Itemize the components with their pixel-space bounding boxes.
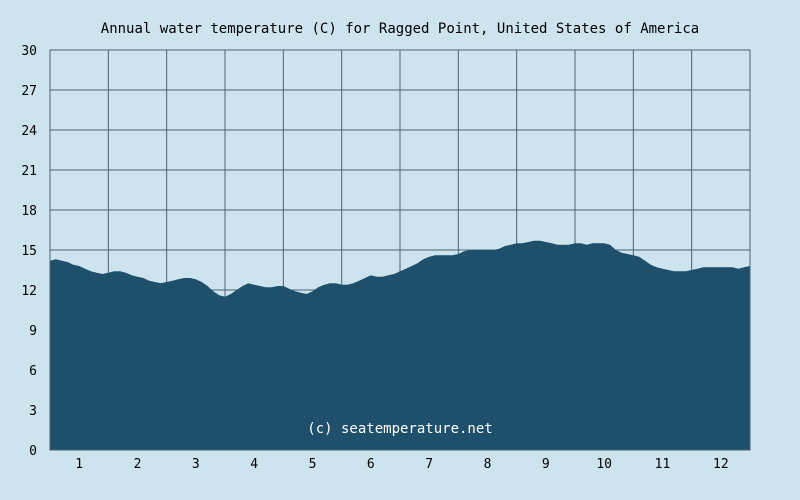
x-tick-label: 8 [484, 457, 492, 472]
y-axis: 0 3 6 9 12 15 18 21 24 27 30 [21, 44, 37, 459]
y-tick-label: 3 [29, 404, 37, 419]
x-tick-label: 3 [192, 457, 200, 472]
x-tick-label: 11 [655, 457, 671, 472]
y-tick-label: 30 [21, 44, 37, 59]
x-tick-label: 12 [713, 457, 729, 472]
y-tick-label: 18 [21, 204, 37, 219]
watermark: (c) seatemperature.net [307, 421, 492, 437]
y-tick-label: 12 [21, 284, 37, 299]
y-tick-label: 6 [29, 364, 37, 379]
temperature-area [50, 240, 750, 450]
x-tick-label: 5 [309, 457, 317, 472]
x-tick-label: 6 [367, 457, 375, 472]
y-tick-label: 15 [21, 244, 37, 259]
x-tick-label: 9 [542, 457, 550, 472]
x-tick-label: 7 [425, 457, 433, 472]
x-axis: 1 2 3 4 5 6 7 8 9 10 11 12 [75, 457, 728, 472]
y-tick-label: 27 [21, 84, 37, 99]
y-tick-label: 24 [21, 124, 37, 139]
x-tick-label: 4 [250, 457, 258, 472]
y-tick-label: 21 [21, 164, 37, 179]
x-tick-label: 10 [596, 457, 612, 472]
x-tick-label: 2 [134, 457, 142, 472]
plot-border [49, 49, 751, 451]
x-tick-label: 1 [75, 457, 83, 472]
y-tick-label: 0 [29, 444, 37, 459]
chart-title: Annual water temperature (C) for Ragged … [101, 21, 699, 37]
y-tick-label: 9 [29, 324, 37, 339]
